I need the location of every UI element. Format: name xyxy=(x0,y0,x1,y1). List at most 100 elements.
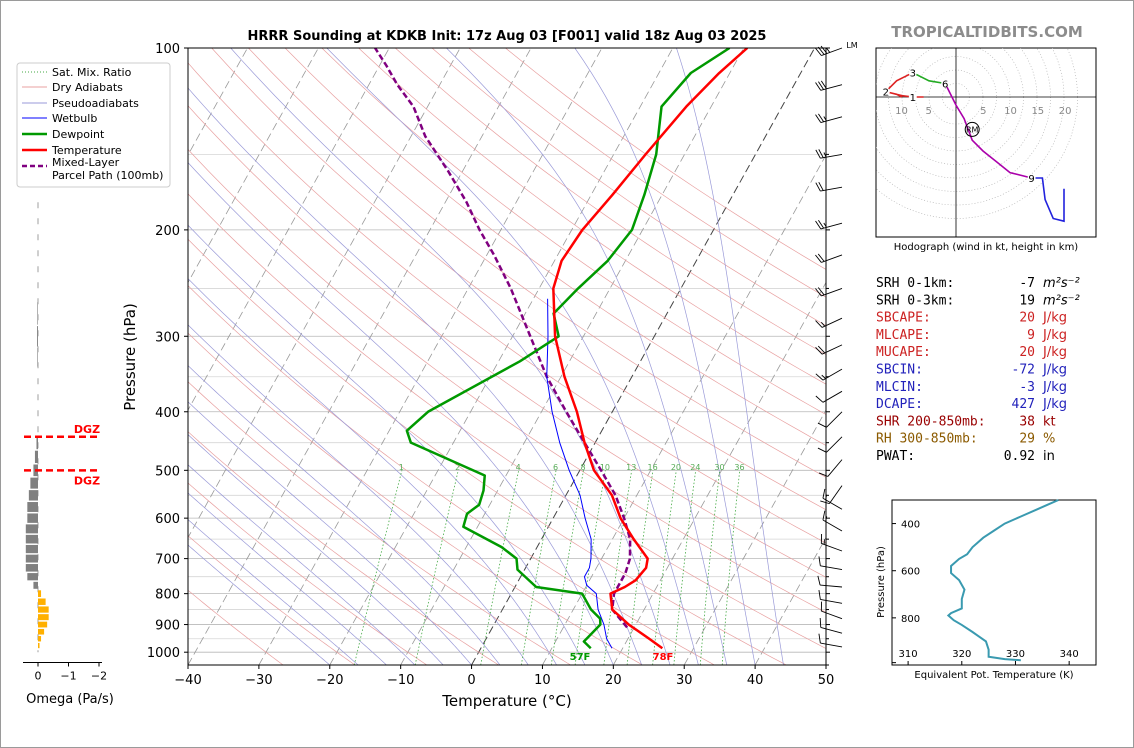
legend-entry: Dewpoint xyxy=(22,128,105,141)
parameter-row: MLCAPE: 9 J/kg xyxy=(876,328,1067,343)
lm-label: LM xyxy=(846,41,857,50)
parameter-label: SRH 0-1km: xyxy=(876,276,954,291)
omega-bar xyxy=(38,642,40,649)
omega-bar xyxy=(28,490,38,501)
parameter-label: SHR 200-850mb: xyxy=(876,414,986,429)
dgz-label: DGZ xyxy=(74,423,100,436)
pseudoadiabat-line xyxy=(188,324,529,665)
mixing-ratio-line xyxy=(652,470,677,665)
isotherm-line xyxy=(258,48,603,665)
mixing-ratio-line xyxy=(480,470,520,665)
theta-e-y-tick-label: 400 xyxy=(901,520,920,531)
omega-bar xyxy=(25,524,38,534)
hodograph-segment xyxy=(1031,177,1065,223)
skewt-xlabel: Temperature (°C) xyxy=(441,692,571,710)
dry-adiabat-line xyxy=(188,148,826,613)
mixing-ratio-label: 30 xyxy=(714,463,724,472)
parameter-row: SHR 200-850mb: 38 kt xyxy=(876,414,1056,429)
legend-entry: Dry Adiabats xyxy=(22,81,123,94)
parameter-label: MLCIN: xyxy=(876,380,923,395)
wind-barb xyxy=(815,287,843,297)
omega-tick-label: −2 xyxy=(91,669,107,682)
wind-barb xyxy=(818,633,843,648)
legend-label: Sat. Mix. Ratio xyxy=(52,66,132,79)
legend-entry: Sat. Mix. Ratio xyxy=(22,66,132,79)
wind-barb xyxy=(815,253,843,263)
parameter-value: 20 xyxy=(1019,311,1035,326)
hodograph-height-marker xyxy=(1027,174,1036,182)
wind-barb xyxy=(815,45,843,56)
mixing-ratio-line xyxy=(699,470,721,665)
parameter-value: 29 xyxy=(1019,432,1035,447)
wind-barb xyxy=(820,533,843,552)
pseudoadiabat-line xyxy=(188,492,387,665)
dry-adiabat-line xyxy=(188,589,284,665)
isotherm-line xyxy=(188,48,461,539)
omega-bar xyxy=(38,636,42,642)
parameter-value: 427 xyxy=(1012,397,1035,412)
wind-barb xyxy=(817,411,843,428)
omega-xlabel: Omega (Pa/s) xyxy=(26,692,114,707)
isotherm-line xyxy=(542,154,826,665)
wind-barb xyxy=(817,575,843,588)
omega-panel: 0 −1 −2 DGZ DGZ xyxy=(23,202,107,682)
brand-logo: TROPICALTIDBITS.COM xyxy=(891,23,1083,41)
y-tick-label: 400 xyxy=(155,406,180,421)
hodograph-grid: 5 10 15 20 10 5 xyxy=(876,48,1096,237)
theta-e-x-tick-label: 340 xyxy=(1060,649,1079,660)
omega-bar xyxy=(25,554,38,563)
y-tick-label: 600 xyxy=(155,512,180,527)
theta-e-x-tick-label: 310 xyxy=(899,649,918,660)
hodograph-ring-label-left: 5 xyxy=(926,106,932,117)
parameter-value: -7 xyxy=(1019,276,1035,291)
theta-e-ylabel: Pressure (hPa) xyxy=(876,546,887,618)
parameter-row: MUCAPE: 20 J/kg xyxy=(876,345,1067,360)
dry-adiabat-line xyxy=(188,193,826,649)
legend-label: Mixed-Layer Parcel Path (100mb) xyxy=(52,156,163,182)
theta-e-y-tick-label: 800 xyxy=(901,614,920,625)
hodograph-frame xyxy=(875,47,1097,238)
legend-entry: Mixed-Layer Parcel Path (100mb) xyxy=(22,156,163,182)
parameter-value: 38 xyxy=(1019,414,1035,429)
mixing-ratio-label: 24 xyxy=(690,463,700,472)
mixing-ratio-label: 20 xyxy=(671,463,681,472)
parameter-unit: m²s⁻² xyxy=(1043,293,1080,308)
dry-adiabat-line xyxy=(284,48,826,446)
theta-e-y-tick-label: 600 xyxy=(901,567,920,578)
legend-entry: Wetbulb xyxy=(22,112,97,125)
surface-dewpoint-label: 57F xyxy=(570,652,591,663)
parameter-value: -3 xyxy=(1019,380,1035,395)
parameter-value: 9 xyxy=(1027,328,1035,343)
pseudoadiabat-line xyxy=(188,365,501,665)
parcel-path-line xyxy=(374,48,632,629)
hodograph-ring-label: 20 xyxy=(1059,106,1072,117)
pseudoadiabat-line xyxy=(188,87,643,665)
isotherm-line xyxy=(188,48,248,156)
y-tick-label: 1000 xyxy=(147,646,180,661)
wind-barb xyxy=(819,617,843,634)
isotherm-line xyxy=(471,48,816,665)
temperature-line xyxy=(552,48,749,650)
surface-temp-label: 78F xyxy=(653,652,674,663)
dry-adiabat-line xyxy=(358,48,826,385)
mixing-ratio-label: 10 xyxy=(600,463,610,472)
pseudoadiabat-line xyxy=(188,544,331,665)
parameter-row: SRH 0-3km: 19 m²s⁻² xyxy=(876,293,1080,308)
parameter-unit: J/kg xyxy=(1042,397,1067,412)
parameter-value: 20 xyxy=(1019,345,1035,360)
mixing-ratio-line xyxy=(721,470,741,665)
wind-barb xyxy=(815,368,843,381)
mixing-ratio-line xyxy=(626,470,654,665)
hodograph-ring-label-left: 10 xyxy=(895,106,908,117)
mixing-ratio-label: 16 xyxy=(647,463,657,472)
dry-adiabat-line xyxy=(248,48,826,478)
dry-adiabat-line xyxy=(188,482,428,665)
parameter-label: SBCAPE: xyxy=(876,311,931,326)
pseudoadiabat-line xyxy=(446,48,728,665)
wind-barb xyxy=(815,181,843,192)
parameter-label: MLCAPE: xyxy=(876,328,931,343)
parameter-label: RH 300-850mb: xyxy=(876,432,978,447)
wind-barb xyxy=(815,80,843,91)
legend-box xyxy=(16,62,171,188)
parameter-unit: J/kg xyxy=(1042,363,1067,378)
